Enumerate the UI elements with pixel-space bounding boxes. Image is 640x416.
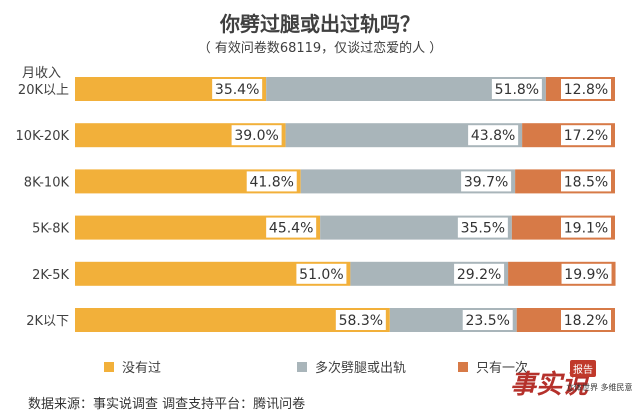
value-label: 51.8%: [495, 82, 539, 98]
value-label-bg: [462, 310, 513, 330]
value-label: 39.7%: [464, 174, 508, 190]
category-label: 5K-8K: [32, 222, 69, 237]
category-label: 2K-5K: [32, 268, 69, 283]
value-label: 58.3%: [339, 313, 383, 329]
value-label-bg: [561, 217, 611, 238]
value-label: 19.9%: [564, 267, 608, 283]
value-label-bg: [461, 171, 512, 192]
brand-logo: 事实说 报告 立体世界 多维民意: [510, 360, 636, 414]
value-label: 12.8%: [564, 82, 608, 98]
value-label-bg: [266, 217, 317, 238]
value-label: 39.0%: [234, 128, 278, 144]
value-label: 35.4%: [215, 82, 259, 98]
value-label: 29.2%: [457, 267, 501, 283]
value-label: 51.0%: [299, 267, 343, 283]
value-label: 18.2%: [564, 313, 608, 329]
category-label: 20K以上: [18, 83, 69, 98]
value-label-bg: [231, 125, 282, 146]
chart-subtitle: （ 有效问卷数68119，仅谈过恋爱的人 ）: [197, 41, 443, 56]
y-axis-label: 月收入: [22, 66, 62, 81]
value-label: 19.1%: [564, 221, 608, 237]
value-label-bg: [246, 171, 297, 192]
value-label: 41.8%: [249, 174, 293, 190]
value-label-bg: [296, 263, 347, 284]
value-label-bg: [561, 263, 612, 284]
legend-swatch-1: [297, 361, 307, 372]
value-label-bg: [561, 171, 611, 192]
value-label: 35.5%: [461, 221, 505, 237]
value-label-bg: [491, 79, 542, 99]
brand-slogan: 立体世界 多维民意: [566, 383, 633, 392]
legend-label-0: 没有过: [122, 361, 162, 376]
value-label-bg: [561, 310, 611, 330]
legend-item-1: 多次劈腿或出轨: [297, 357, 406, 376]
legend-label-2: 只有一次: [476, 361, 529, 376]
legend-swatch-0: [104, 361, 114, 372]
category-label: 8K-10K: [24, 175, 70, 190]
value-label: 43.8%: [471, 128, 515, 144]
data-source-footer: 数据来源：事实说调查 调查支持平台：腾讯问卷: [28, 397, 306, 412]
legend-swatch-2: [458, 361, 468, 372]
value-label-bg: [457, 217, 508, 238]
value-label-bg: [454, 263, 505, 284]
value-label: 23.5%: [465, 313, 509, 329]
value-label: 18.5%: [564, 174, 608, 190]
value-label-bg: [335, 310, 386, 330]
value-label-bg: [561, 125, 611, 146]
value-label: 17.2%: [564, 128, 608, 144]
value-label-bg: [212, 79, 263, 99]
legend-item-0: 没有过: [104, 357, 161, 376]
value-label: 45.4%: [269, 221, 313, 237]
legend-item-2: 只有一次: [458, 357, 528, 376]
legend-label-1: 多次劈腿或出轨: [315, 361, 407, 376]
brand-badge: 报告: [570, 360, 596, 377]
chart-title: 你劈过腿或出过轨吗？: [220, 12, 420, 36]
value-label-bg: [468, 125, 519, 146]
category-label: 10K-20K: [16, 129, 70, 144]
category-label: 2K以下: [26, 314, 69, 329]
value-label-bg: [561, 79, 611, 99]
